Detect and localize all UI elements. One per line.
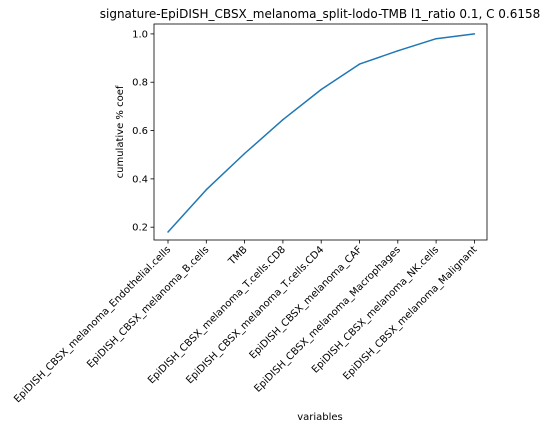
data-point (205, 188, 208, 191)
series-line (167, 33, 475, 233)
x-tick-label: TMB (226, 244, 250, 268)
x-tick-label: EpiDISH_CBSX_melanoma_T.cells.CD4 (184, 244, 326, 386)
y-tick-label: 1.0 (132, 29, 148, 40)
x-tick-label: EpiDISH_CBSX_melanoma_Macrophages (252, 244, 402, 394)
y-tick-label: 0.4 (132, 174, 148, 185)
x-axis: EpiDISH_CBSX_melanoma_Endothelial.cellsE… (12, 240, 480, 405)
data-point (282, 118, 284, 121)
series-layer (167, 33, 476, 233)
plot-area (153, 23, 488, 241)
y-axis-label: cumulative % coef (115, 85, 126, 178)
y-axis: 0.2 0.4 0.6 0.8 1.0 (132, 29, 154, 234)
data-point (358, 63, 361, 65)
chart-title: signature-EpiDISH_CBSX_melanoma_split-lo… (100, 7, 541, 21)
data-point (435, 37, 437, 40)
x-tick-label: EpiDISH_CBSX_melanoma_Malignant (341, 244, 479, 382)
data-point (473, 33, 476, 35)
y-tick-label: 0.2 (132, 223, 148, 234)
data-point (243, 152, 246, 155)
y-tick-label: 0.6 (132, 126, 148, 137)
x-axis-label: variables (297, 412, 343, 423)
data-point (320, 88, 322, 91)
data-point (397, 50, 399, 52)
data-point (167, 231, 169, 233)
y-tick-label: 0.8 (132, 78, 148, 89)
x-tick-label: EpiDISH_CBSX_melanoma_T.cells.CD8 (146, 244, 288, 386)
